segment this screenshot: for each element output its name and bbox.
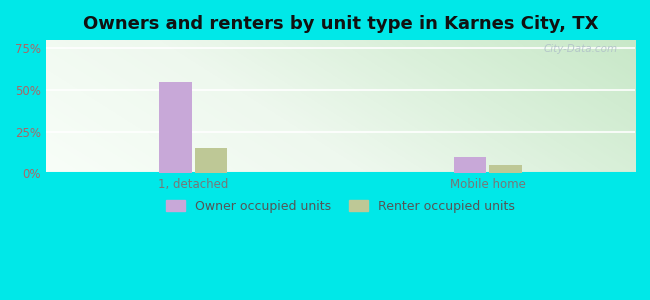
Text: City-Data.com: City-Data.com <box>543 44 618 54</box>
Bar <box>454 157 486 173</box>
Bar <box>194 148 227 173</box>
Title: Owners and renters by unit type in Karnes City, TX: Owners and renters by unit type in Karne… <box>83 15 598 33</box>
Bar <box>489 165 521 173</box>
Bar <box>159 82 192 173</box>
Legend: Owner occupied units, Renter occupied units: Owner occupied units, Renter occupied un… <box>161 195 520 218</box>
